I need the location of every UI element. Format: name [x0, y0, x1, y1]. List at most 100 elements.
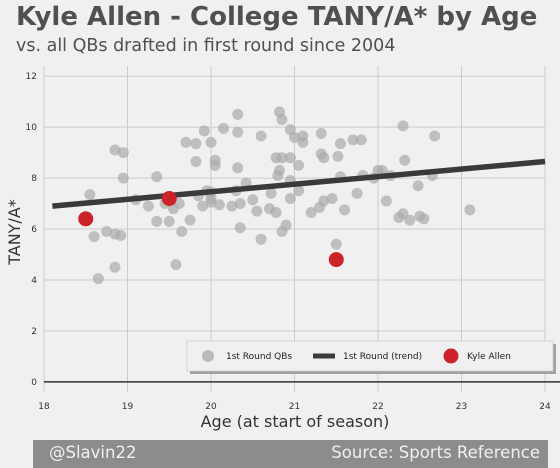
qb-point [117, 147, 129, 159]
kyle-allen-point [78, 211, 94, 227]
legend-marker-allen [443, 348, 459, 364]
x-tick-label: 20 [205, 402, 217, 412]
qb-point [109, 144, 121, 156]
qb-point [184, 214, 196, 226]
qb-point [251, 205, 263, 217]
qb-point [84, 189, 96, 201]
y-tick-label: 8 [31, 174, 37, 184]
qb-point [297, 136, 309, 148]
legend-label-allen: Kyle Allen [467, 352, 511, 362]
qb-point [284, 192, 296, 204]
qb-point [355, 134, 367, 146]
qb-point [412, 180, 424, 192]
qb-point [334, 138, 346, 150]
qb-point [173, 198, 185, 210]
qb-point [429, 130, 441, 142]
y-tick-label: 6 [31, 225, 37, 235]
qb-point [232, 162, 244, 174]
qb-point [109, 261, 121, 273]
qb-point [232, 126, 244, 138]
kyle-allen-point [328, 252, 344, 268]
legend-label-trend: 1st Round (trend) [343, 352, 422, 362]
x-tick-labels: 18 19 20 21 22 23 24 [38, 402, 551, 412]
scatter-points [84, 106, 476, 285]
y-tick-label: 0 [31, 378, 37, 388]
legend: 1st Round QBs 1st Round (trend) Kyle All… [186, 340, 556, 374]
qb-point [234, 198, 246, 210]
qb-point [232, 108, 244, 120]
legend-label-qbs: 1st Round QBs [226, 352, 292, 362]
qb-point [315, 127, 327, 139]
legend-marker-qbs [202, 350, 214, 362]
chart-title: Kyle Allen - College TANY/A* by Age [16, 2, 538, 32]
y-tick-labels: 0 2 4 6 8 10 12 [26, 72, 38, 388]
qb-point [376, 164, 388, 176]
qb-point [115, 229, 127, 241]
x-tick-label: 21 [289, 402, 300, 412]
qb-point [280, 219, 292, 231]
qb-point [418, 213, 430, 225]
qb-point [284, 152, 296, 164]
qb-point [117, 172, 129, 184]
qb-point [273, 164, 285, 176]
qb-point [255, 233, 267, 245]
qb-point [305, 206, 317, 218]
footer-author: @Slavin22 [49, 443, 137, 462]
legend-box [186, 340, 554, 372]
kyle-allen-points [78, 190, 344, 268]
qb-point [276, 152, 288, 164]
footer-source: Source: Sports Reference [331, 443, 540, 462]
qb-point [289, 131, 300, 143]
qb-point [170, 259, 182, 271]
qb-point [88, 231, 100, 243]
qb-point [101, 226, 113, 238]
qb-point [205, 136, 217, 148]
y-axis-label: TANY/A* [5, 199, 24, 266]
qb-point [247, 194, 259, 206]
qb-point [234, 222, 246, 234]
x-axis-label: Age (at start of season) [201, 412, 390, 431]
qb-point [180, 136, 192, 148]
qb-point [293, 159, 305, 171]
qb-point [318, 195, 330, 207]
qb-point [399, 154, 411, 166]
qb-point [347, 134, 359, 146]
qb-point [198, 125, 210, 137]
footer-bar: @Slavin22 Source: Sports Reference [33, 440, 548, 468]
y-tick-label: 12 [26, 72, 37, 82]
x-tick-label: 18 [38, 402, 50, 412]
qb-point [190, 138, 202, 150]
qb-point [404, 214, 416, 226]
qb-point [151, 171, 163, 183]
y-tick-label: 4 [31, 276, 37, 286]
y-tick-label: 2 [31, 327, 37, 337]
qb-point [351, 187, 363, 199]
qb-point [265, 187, 277, 199]
qb-point [151, 215, 163, 227]
qb-point [397, 120, 409, 132]
qb-point [293, 185, 305, 197]
qb-point [380, 195, 392, 207]
qb-point [318, 152, 330, 164]
qb-point [209, 154, 221, 166]
qb-point [464, 204, 476, 216]
qb-point [255, 130, 267, 142]
qb-point [326, 192, 338, 204]
trend-line [52, 158, 546, 209]
qb-point [190, 156, 202, 168]
qb-point [92, 273, 104, 285]
x-tick-label: 22 [372, 402, 383, 412]
qb-point [163, 215, 175, 227]
qb-point [332, 150, 344, 162]
qb-point [226, 200, 238, 212]
qb-point [176, 226, 188, 238]
qb-point [330, 238, 342, 250]
qb-point [218, 122, 230, 134]
kyle-allen-point [161, 190, 177, 206]
x-tick-label: 24 [539, 402, 551, 412]
qb-point [213, 199, 225, 211]
x-tick-label: 19 [122, 402, 134, 412]
chart-subtitle: vs. all QBs drafted in first round since… [16, 36, 396, 56]
qb-point [205, 192, 217, 204]
